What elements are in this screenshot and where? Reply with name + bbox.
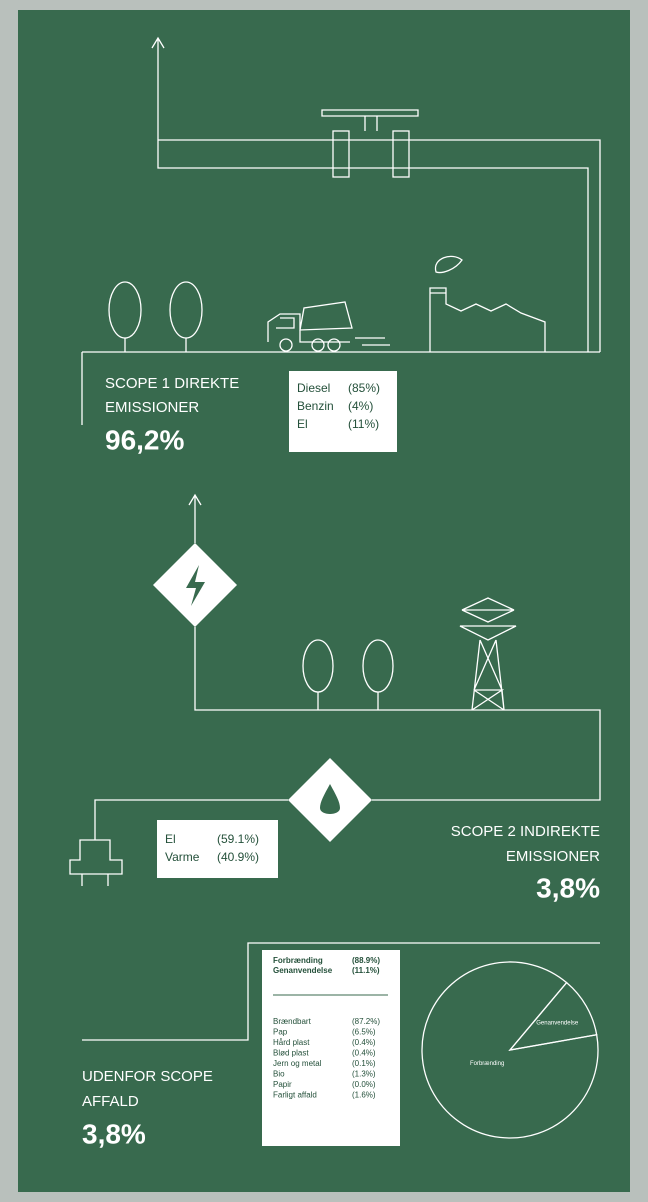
row-label: El	[165, 832, 176, 846]
scope1-share: 96,2%	[105, 424, 184, 455]
outside-title-1: UDENFOR SCOPE	[82, 1068, 213, 1085]
row-label: Brændbart	[273, 1017, 312, 1026]
infographic: SCOPE 1 DIREKTE EMISSIONER 96,2% SCOPE 2…	[0, 0, 648, 1202]
row-value: (0.4%)	[352, 1049, 376, 1058]
row-label: Pap	[273, 1028, 288, 1037]
scope2-box	[157, 820, 278, 878]
row-value: (40.9%)	[217, 850, 259, 864]
scope2-title-2: EMISSIONER	[506, 848, 600, 865]
row-value: (4%)	[348, 399, 373, 413]
scope1-title-2: EMISSIONER	[105, 399, 199, 416]
row-label: Blød plast	[273, 1049, 309, 1058]
row-label: Farligt affald	[273, 1091, 317, 1100]
row-value: (0.4%)	[352, 1038, 376, 1047]
row-value: (0.0%)	[352, 1080, 376, 1089]
row-label: Varme	[165, 850, 200, 864]
row-label: Benzin	[297, 399, 334, 413]
row-value: (0.1%)	[352, 1059, 376, 1068]
row-value: (88.9%)	[352, 956, 380, 965]
row-value: (85%)	[348, 381, 380, 395]
outside-share: 3,8%	[82, 1118, 146, 1149]
row-label: Hård plast	[273, 1038, 310, 1047]
scope2-share: 3,8%	[536, 872, 600, 903]
row-value: (59.1%)	[217, 832, 259, 846]
pie-label: Genanvendelse	[536, 1020, 579, 1026]
pie-label: Forbrænding	[470, 1061, 504, 1067]
row-label: Papir	[273, 1080, 292, 1089]
scope2-title-1: SCOPE 2 INDIREKTE	[451, 823, 600, 840]
row-label: El	[297, 417, 308, 431]
row-value: (1.3%)	[352, 1070, 376, 1079]
page: SCOPE 1 DIREKTE EMISSIONER 96,2% SCOPE 2…	[0, 0, 648, 1202]
row-value: (6.5%)	[352, 1028, 376, 1037]
row-value: (87.2%)	[352, 1017, 380, 1026]
row-label: Genanvendelse	[273, 966, 333, 975]
row-value: (1.6%)	[352, 1091, 376, 1100]
row-label: Diesel	[297, 381, 330, 395]
row-label: Bio	[273, 1070, 285, 1079]
scope1-title-1: SCOPE 1 DIREKTE	[105, 375, 239, 392]
row-value: (11.1%)	[352, 966, 380, 975]
row-label: Jern og metal	[273, 1059, 322, 1068]
row-label: Forbrænding	[273, 956, 323, 965]
row-value: (11%)	[348, 417, 379, 431]
outside-title-2: AFFALD	[82, 1093, 139, 1110]
